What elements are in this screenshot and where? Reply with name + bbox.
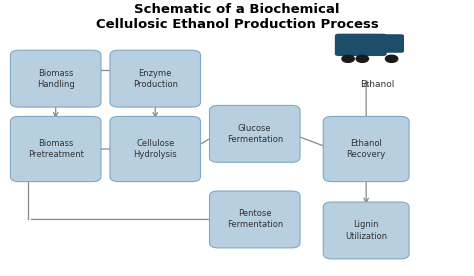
Text: Schematic of a Biochemical
Cellulosic Ethanol Production Process: Schematic of a Biochemical Cellulosic Et… bbox=[96, 3, 378, 31]
Circle shape bbox=[356, 55, 368, 62]
Text: Cellulose
Hydrolysis: Cellulose Hydrolysis bbox=[133, 139, 177, 159]
Text: Pentose
Fermentation: Pentose Fermentation bbox=[227, 209, 283, 229]
FancyBboxPatch shape bbox=[210, 105, 300, 162]
Text: Enzyme
Production: Enzyme Production bbox=[133, 69, 178, 89]
Text: Lignin
Utilization: Lignin Utilization bbox=[345, 221, 387, 240]
FancyBboxPatch shape bbox=[323, 116, 409, 182]
Text: Biomass
Handling: Biomass Handling bbox=[37, 69, 74, 89]
Text: Ethanol: Ethanol bbox=[360, 80, 394, 89]
FancyBboxPatch shape bbox=[10, 50, 101, 107]
Text: Biomass
Pretreatment: Biomass Pretreatment bbox=[28, 139, 83, 159]
FancyBboxPatch shape bbox=[323, 202, 409, 259]
FancyBboxPatch shape bbox=[210, 191, 300, 248]
Text: Glucose
Fermentation: Glucose Fermentation bbox=[227, 124, 283, 144]
FancyBboxPatch shape bbox=[335, 34, 387, 56]
Circle shape bbox=[385, 55, 398, 62]
FancyBboxPatch shape bbox=[10, 116, 101, 182]
Circle shape bbox=[342, 55, 354, 62]
FancyBboxPatch shape bbox=[110, 116, 201, 182]
FancyBboxPatch shape bbox=[381, 34, 404, 53]
FancyBboxPatch shape bbox=[110, 50, 201, 107]
Text: Ethanol
Recovery: Ethanol Recovery bbox=[346, 139, 386, 159]
